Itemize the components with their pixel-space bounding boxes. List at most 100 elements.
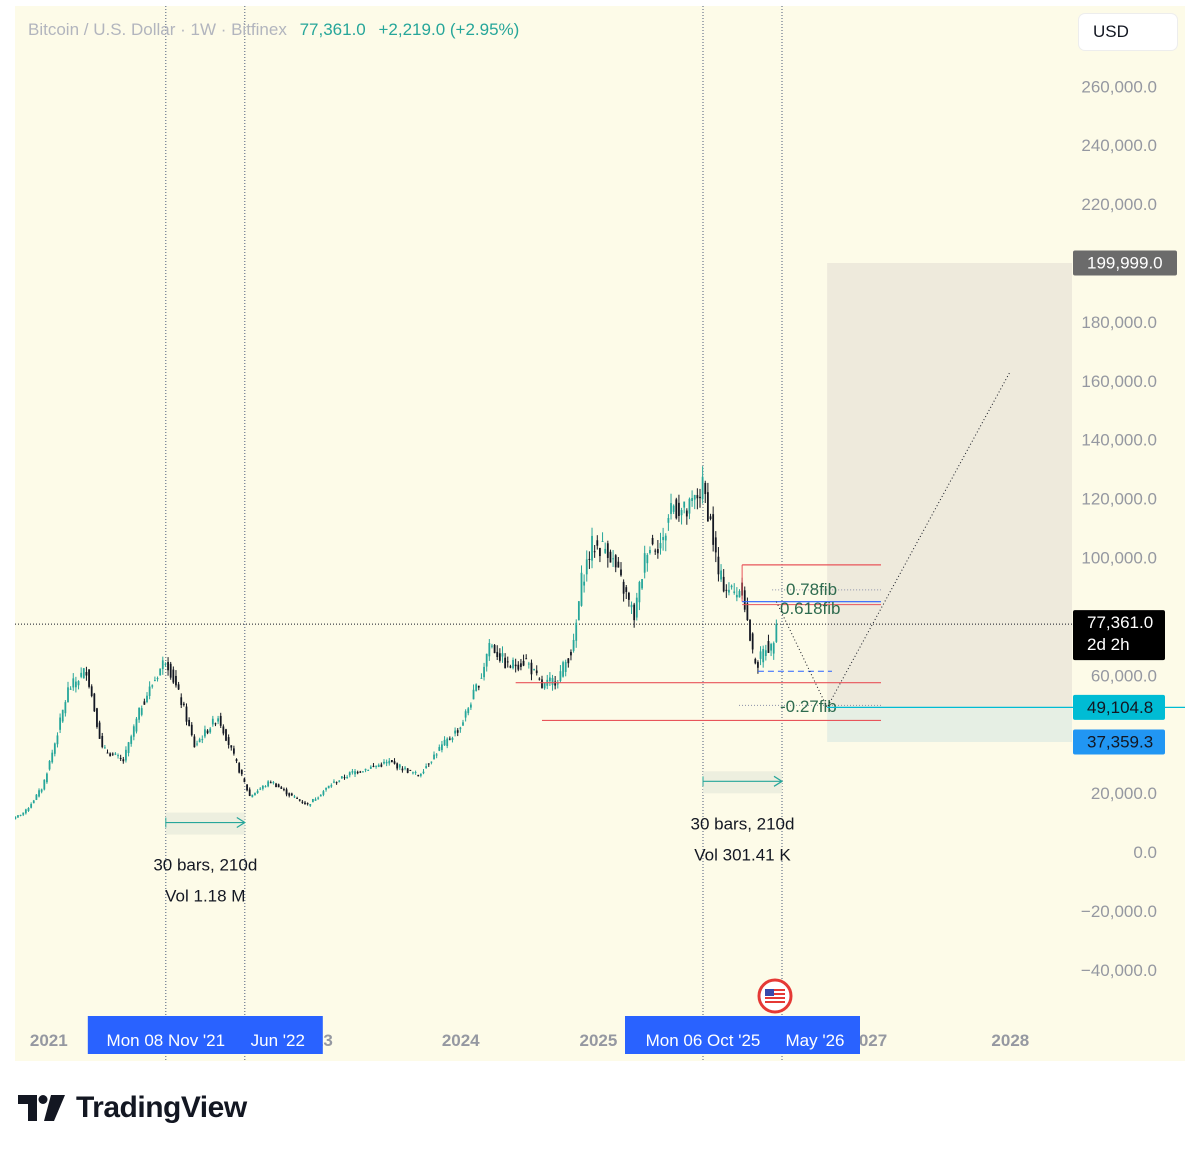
x-tick-label: 2024 bbox=[442, 1031, 480, 1050]
candle-body bbox=[604, 548, 607, 553]
candle-body bbox=[135, 718, 138, 732]
candle-body bbox=[701, 476, 704, 500]
candle-body bbox=[514, 664, 517, 667]
chart-area[interactable]: 0.78fib 0.618fib -0.27fib 30 bars, 210d Vol … bbox=[15, 6, 1185, 1061]
candle-body bbox=[743, 590, 746, 610]
candle-body bbox=[646, 554, 649, 564]
candle-body bbox=[159, 668, 162, 676]
y-tick-label: 120,000.0 bbox=[1081, 490, 1157, 509]
candle-body bbox=[459, 727, 462, 730]
price-badge-text-gray: 199,999.0 bbox=[1087, 254, 1163, 273]
candle-body bbox=[725, 589, 728, 591]
fib-label-0618: 0.618fib bbox=[780, 599, 841, 618]
candle-body bbox=[517, 664, 520, 670]
currency-button[interactable]: USD bbox=[1079, 14, 1177, 50]
candle-body bbox=[667, 517, 670, 523]
measure-bars-label-0: 30 bars, 210d bbox=[153, 856, 257, 875]
candle-body bbox=[501, 653, 504, 657]
candle-body bbox=[591, 535, 593, 561]
candle-body bbox=[390, 760, 393, 763]
candle-body bbox=[659, 542, 662, 549]
fib-label-078: 0.78fib bbox=[786, 580, 837, 599]
candle-body bbox=[427, 763, 430, 765]
candle-body bbox=[259, 788, 262, 790]
y-tick-label: 220,000.0 bbox=[1081, 195, 1157, 214]
candle-body bbox=[364, 768, 367, 771]
last-price: 77,361.0 bbox=[299, 20, 366, 39]
candle-body bbox=[143, 701, 146, 705]
candle-body bbox=[485, 653, 488, 667]
candle-body bbox=[53, 743, 56, 754]
candle-body bbox=[356, 771, 359, 774]
measure-arrowhead-0 bbox=[236, 817, 246, 829]
brand-name: TradingView bbox=[76, 1091, 247, 1124]
candle-body bbox=[588, 558, 591, 560]
candle-body bbox=[693, 495, 696, 500]
candle-body bbox=[430, 761, 433, 763]
candle-body bbox=[417, 775, 420, 777]
candle-body bbox=[211, 718, 214, 725]
candle-body bbox=[235, 759, 238, 762]
candle-body bbox=[583, 581, 586, 586]
price-countdown: 2d 2h bbox=[1087, 635, 1130, 654]
candle-body bbox=[612, 558, 614, 560]
candle-body bbox=[56, 735, 59, 745]
measure-range-1 bbox=[703, 771, 782, 794]
candle-body bbox=[472, 689, 475, 700]
candle-body bbox=[132, 726, 135, 737]
candle-body bbox=[509, 666, 512, 668]
candle-body bbox=[198, 739, 201, 743]
candle-body bbox=[264, 786, 267, 788]
candle-body bbox=[43, 779, 46, 790]
candle-body bbox=[248, 789, 251, 796]
candle-body bbox=[712, 514, 715, 545]
candle-body bbox=[504, 657, 507, 669]
candle-body bbox=[51, 752, 54, 763]
y-tick-label: −20,000.0 bbox=[1081, 902, 1157, 921]
candle-body bbox=[122, 759, 125, 762]
candle-body bbox=[446, 738, 449, 746]
candle-body bbox=[506, 661, 509, 663]
candle-body bbox=[772, 643, 775, 654]
candle-body bbox=[182, 703, 185, 705]
candle-body bbox=[733, 591, 736, 593]
candle-body bbox=[717, 556, 720, 575]
candle-body bbox=[709, 516, 712, 519]
candle-body bbox=[764, 650, 767, 657]
candle-body bbox=[246, 784, 248, 791]
candle-body bbox=[280, 787, 283, 789]
candle-body bbox=[80, 672, 83, 677]
candle-body bbox=[767, 641, 770, 653]
candle-body bbox=[749, 619, 751, 641]
candle-body bbox=[585, 559, 588, 575]
candle-body bbox=[438, 747, 441, 751]
candle-body bbox=[475, 684, 478, 691]
x-tick-label: 2028 bbox=[991, 1031, 1029, 1050]
candle-body bbox=[343, 777, 346, 779]
candle-body bbox=[464, 711, 467, 718]
y-tick-label: −40,000.0 bbox=[1081, 961, 1157, 980]
candle-body bbox=[554, 681, 557, 686]
y-tick-label: 160,000.0 bbox=[1081, 372, 1157, 391]
candle-body bbox=[722, 576, 725, 592]
candle-body bbox=[275, 783, 277, 788]
flag-stripe bbox=[765, 1001, 785, 1003]
candle-body bbox=[238, 763, 241, 773]
candle-body bbox=[570, 651, 572, 656]
candle-body bbox=[664, 535, 667, 541]
candle-body bbox=[685, 510, 688, 517]
candle-body bbox=[269, 782, 272, 784]
measure-range-0 bbox=[165, 812, 245, 835]
candle-body bbox=[577, 601, 580, 621]
candle-body bbox=[533, 669, 535, 671]
candle-body bbox=[309, 803, 312, 806]
candle-body bbox=[770, 644, 772, 651]
candle-body bbox=[201, 739, 204, 741]
candle-body bbox=[177, 684, 180, 690]
candle-body bbox=[306, 803, 309, 805]
candle-body bbox=[24, 809, 27, 814]
candle-body bbox=[380, 764, 383, 767]
candle-body bbox=[301, 801, 304, 803]
candle-body bbox=[601, 540, 604, 542]
